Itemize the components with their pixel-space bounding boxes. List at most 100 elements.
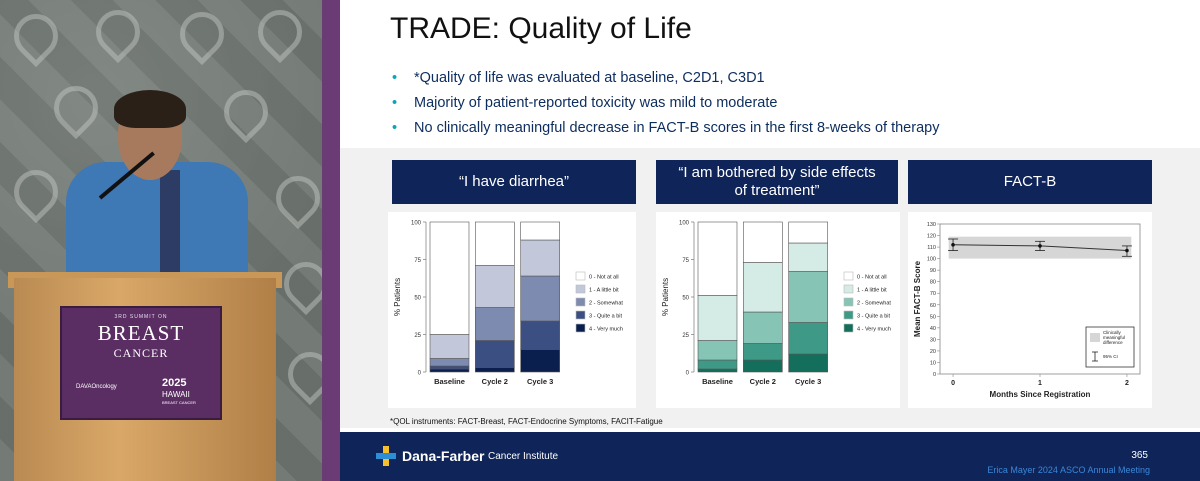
y-tick-label: 130 [927, 222, 936, 228]
y-tick-label: 50 [930, 314, 936, 320]
slide-title: TRADE: Quality of Life [390, 12, 692, 45]
legend-label-ci: 95% CI [1103, 354, 1118, 359]
stacked-bar-chart-diarrhea: 0 25 50 75 100 % Patients Baseline Cycle 2 Cycle… [393, 221, 623, 387]
page-number: 365 [1131, 450, 1148, 461]
podium-sign-line1: BREAST [97, 321, 185, 345]
bar-segment [788, 271, 828, 323]
y-tick-label: 20 [930, 349, 936, 355]
bar-segment [429, 365, 470, 370]
legend-label: 0 - Not at all [857, 275, 887, 281]
bar-segment [697, 359, 738, 370]
y-tick-label: 70 [930, 291, 936, 297]
y-tick-label: 50 [682, 296, 689, 302]
y-axis-label: Mean FACT-B Score [913, 260, 922, 337]
bullet-list: • *Quality of life was evaluated at basel… [392, 66, 939, 141]
x-tick-label: Baseline [702, 377, 733, 386]
x-tick-label: 1 [1038, 380, 1042, 387]
podium-sign: 3RD SUMMIT ON BREAST CANCER DAVAOncology… [60, 306, 222, 420]
y-tick-label: 40 [930, 326, 936, 332]
bar-segment [429, 368, 470, 373]
bar-segment [429, 358, 470, 367]
chart-panel-side-effects: 0 25 50 75 100 % Patients Baseline Cycle 2 Cycle… [656, 212, 900, 408]
y-tick-label: 80 [930, 280, 936, 286]
footer-brand-sub: Cancer Institute [488, 451, 559, 462]
y-axis-label: % Patients [661, 278, 670, 316]
stacked-bar-chart-side-effects: 0 25 50 75 100 % Patients Baseline Cycle 2 Cycle… [661, 221, 891, 387]
x-tick-label: Cycle 2 [750, 377, 776, 386]
y-tick-label: 10 [930, 360, 936, 366]
y-tick-label: 120 [927, 234, 936, 240]
bar-segment [743, 311, 783, 344]
legend-swatch [575, 271, 586, 281]
bar-segment [743, 262, 783, 313]
bar-segment [475, 221, 515, 266]
legend-swatch [843, 297, 854, 307]
x-axis-label: Months Since Registration [990, 390, 1091, 399]
stage-photo: 3RD SUMMIT ON BREAST CANCER DAVAOncology… [0, 0, 322, 481]
y-tick-label: 30 [930, 337, 936, 343]
podium-sign-sponsor: DAVAOncology [76, 384, 117, 390]
slide: TRADE: Quality of Life • *Quality of life… [340, 0, 1200, 481]
legend-label-band-1: Clinically [1103, 330, 1122, 335]
podium-sign-tag: BREAST CANCER [162, 400, 196, 405]
legend-swatch [843, 310, 854, 320]
panel-header-factb: FACT-B [908, 160, 1152, 204]
bullet-item: • Majority of patient-reported toxicity w… [392, 91, 939, 116]
x-tick-label: Baseline [434, 377, 465, 386]
x-tick-label: Cycle 3 [527, 377, 553, 386]
bullet-item: • *Quality of life was evaluated at basel… [392, 66, 939, 91]
y-tick-label: 0 [933, 372, 936, 378]
legend-label: 0 - Not at all [589, 275, 619, 281]
x-tick-label: 2 [1125, 380, 1129, 387]
legend-swatch [575, 323, 586, 333]
bullet-text: Majority of patient-reported toxicity wa… [414, 95, 778, 111]
legend-label: 4 - Very much [857, 327, 891, 333]
y-tick-label: 90 [930, 268, 936, 274]
data-point [1038, 244, 1042, 248]
legend-label: 1 - A little bit [857, 288, 887, 294]
y-tick-label: 100 [411, 221, 422, 227]
legend-swatch [843, 271, 854, 281]
podium-sign-year: 2025 [162, 377, 187, 389]
panel-header-side-effects: “I am bothered by side effects of treatm… [656, 160, 898, 204]
bar-segment [520, 221, 560, 241]
footnote: *QOL instruments: FACT-Breast, FACT-Endo… [390, 417, 663, 426]
data-point [1125, 248, 1129, 253]
podium-sign-place: HAWAII [162, 390, 190, 399]
legend-label-band-3: difference [1103, 340, 1123, 345]
legend-label: 2 - Somewhat [857, 301, 891, 307]
bar-segment [697, 221, 738, 296]
y-tick-label: 25 [682, 333, 689, 339]
dana-farber-logo-icon [376, 446, 396, 466]
legend-label: 3 - Quite a bit [589, 314, 622, 320]
y-tick-label: 60 [930, 303, 936, 309]
bullet-text: *Quality of life was evaluated at baseli… [414, 70, 765, 86]
line-chart-factb: 0 10 20 30 40 50 60 70 80 90 100 110 120 130 0 1 2 Months… [913, 222, 1141, 399]
legend-label: 4 - Very much [589, 327, 623, 333]
legend-swatch [575, 310, 586, 320]
y-axis-label: % Patients [393, 278, 402, 316]
bar-segment [520, 275, 560, 322]
footer-brand: Dana-Farber [402, 448, 485, 464]
bar-segment [520, 320, 560, 350]
x-tick-label: Cycle 2 [482, 377, 508, 386]
bar-segment [788, 322, 828, 355]
bar-segment [520, 349, 560, 373]
panel-header-diarrhea: “I have diarrhea” [392, 160, 636, 204]
bar-segment [520, 239, 560, 277]
legend-swatch [575, 297, 586, 307]
legend-label: 3 - Quite a bit [857, 314, 890, 320]
bullet-icon: • [392, 120, 398, 136]
y-tick-label: 110 [927, 245, 936, 251]
legend-swatch [843, 323, 854, 333]
bar-segment [743, 343, 783, 361]
y-tick-label: 100 [927, 257, 936, 263]
podium-sign-small: 3RD SUMMIT ON [114, 314, 168, 320]
bullet-icon: • [392, 70, 398, 86]
podium-sign-line2: CANCER [113, 346, 169, 360]
y-tick-label: 50 [414, 296, 421, 302]
purple-divider [322, 0, 340, 481]
y-tick-label: 0 [418, 371, 422, 377]
bar-segment [697, 368, 738, 373]
bar-segment [475, 307, 515, 341]
